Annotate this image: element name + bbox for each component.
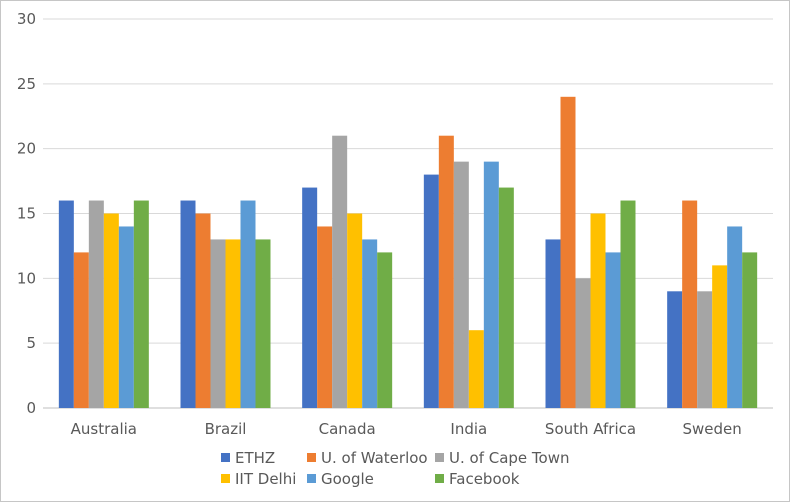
legend: ETHZ U. of Waterloo U. of Cape Town IIT Del… — [221, 449, 570, 488]
bar-ethz-south-africa — [545, 239, 561, 408]
bar-iit-delhi-brazil — [225, 239, 241, 408]
bar-facebook-india — [498, 187, 514, 408]
legend-label: Google — [321, 470, 374, 488]
bar-u-of-cape-town-canada — [332, 135, 348, 408]
legend-label: U. of Waterloo — [321, 449, 428, 467]
bar-ethz-brazil — [180, 200, 196, 408]
bar-u-of-cape-town-australia — [88, 200, 104, 408]
legend-swatch — [221, 474, 230, 483]
bar-facebook-brazil — [255, 239, 271, 408]
bar-google-canada — [362, 239, 378, 408]
bar-facebook-australia — [133, 200, 149, 408]
bar-u-of-waterloo-india — [438, 135, 454, 408]
bar-ethz-australia — [58, 200, 74, 408]
gridlines — [43, 18, 773, 409]
bar-u-of-waterloo-south-africa — [560, 96, 576, 409]
x-category-label: Sweden — [683, 420, 742, 438]
legend-swatch — [307, 474, 316, 483]
bar-u-of-cape-town-sweden — [697, 291, 713, 408]
bar-facebook-sweden — [742, 252, 758, 408]
bar-ethz-india — [423, 174, 439, 408]
bar-facebook-south-africa — [620, 200, 636, 408]
bar-u-of-waterloo-canada — [317, 226, 333, 408]
legend-swatch — [221, 453, 230, 462]
x-category-label: Australia — [71, 420, 137, 438]
x-category-label: Brazil — [205, 420, 247, 438]
x-category-label: Canada — [319, 420, 376, 438]
bar-google-australia — [118, 226, 134, 408]
bar-google-india — [483, 161, 499, 408]
x-category-label: India — [450, 420, 487, 438]
bar-facebook-canada — [377, 252, 393, 408]
legend-label: IIT Delhi — [235, 470, 296, 488]
bar-iit-delhi-south-africa — [590, 213, 606, 408]
legend-swatch — [307, 453, 316, 462]
x-category-label: South Africa — [545, 420, 636, 438]
bar-google-sweden — [727, 226, 743, 408]
legend-swatch — [435, 453, 444, 462]
bar-u-of-waterloo-australia — [73, 252, 89, 408]
bar-ethz-canada — [302, 187, 318, 408]
legend-label: ETHZ — [235, 449, 275, 467]
bar-iit-delhi-australia — [103, 213, 119, 408]
bar-iit-delhi-canada — [347, 213, 363, 408]
bar-iit-delhi-sweden — [712, 265, 728, 408]
y-tick-label: 30 — [17, 10, 36, 28]
legend-label: Facebook — [449, 470, 520, 488]
bar-u-of-cape-town-south-africa — [575, 278, 591, 408]
y-tick-label: 0 — [26, 399, 36, 417]
bar-iit-delhi-india — [468, 330, 484, 408]
bars — [58, 96, 758, 409]
bar-u-of-waterloo-sweden — [682, 200, 698, 408]
y-tick-label: 5 — [26, 334, 36, 352]
y-tick-label: 15 — [17, 205, 36, 223]
y-tick-label: 20 — [17, 140, 36, 158]
bar-ethz-sweden — [667, 291, 683, 408]
legend-swatch — [435, 474, 444, 483]
bar-u-of-cape-town-brazil — [210, 239, 226, 408]
bar-u-of-waterloo-brazil — [195, 213, 211, 408]
bar-google-brazil — [240, 200, 256, 408]
y-tick-label: 10 — [17, 269, 36, 287]
bar-google-south-africa — [605, 252, 621, 408]
legend-label: U. of Cape Town — [449, 449, 570, 467]
y-axis-ticks: 0 5 10 15 20 25 30 — [17, 10, 36, 417]
y-tick-label: 25 — [17, 75, 36, 93]
bar-u-of-cape-town-india — [453, 161, 469, 408]
x-axis-categories: Australia Brazil Canada India South Africa Sw… — [71, 420, 742, 438]
